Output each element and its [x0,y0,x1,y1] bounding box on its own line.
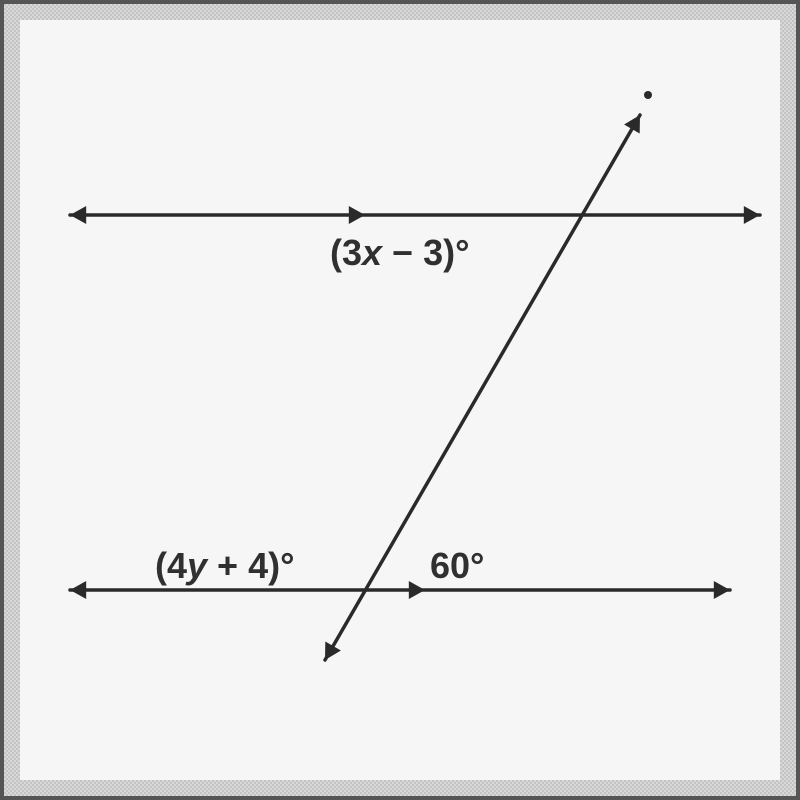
geometry-diagram [0,0,800,800]
diagram-stage: (3x − 3)° (4y + 4)° 60° [0,0,800,800]
